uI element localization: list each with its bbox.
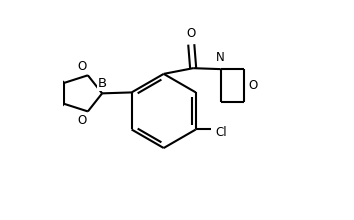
Text: O: O bbox=[248, 79, 257, 92]
Text: O: O bbox=[187, 27, 196, 40]
Text: O: O bbox=[77, 114, 86, 127]
Text: B: B bbox=[98, 77, 107, 90]
Text: N: N bbox=[216, 51, 225, 64]
Text: O: O bbox=[77, 60, 86, 73]
Text: Cl: Cl bbox=[216, 126, 227, 139]
